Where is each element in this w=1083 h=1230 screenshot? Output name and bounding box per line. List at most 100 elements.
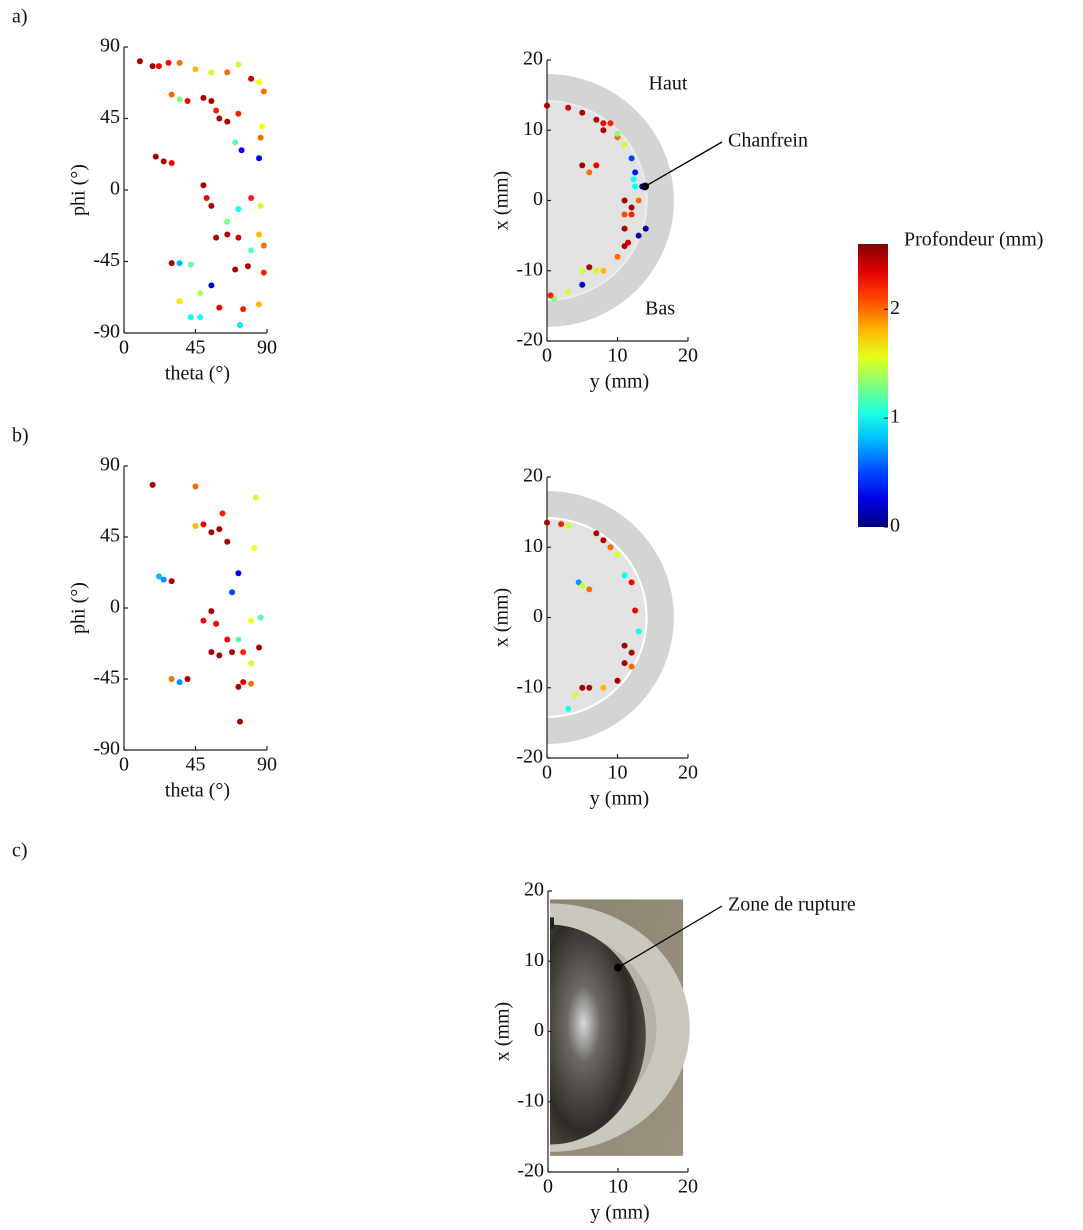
point bbox=[621, 243, 628, 250]
point bbox=[168, 676, 175, 682]
point bbox=[565, 104, 572, 111]
y-axis-label: x (mm) bbox=[491, 171, 513, 230]
panel-label: c) bbox=[12, 840, 28, 862]
panel-label: a) bbox=[12, 6, 28, 28]
point bbox=[593, 530, 600, 537]
point bbox=[248, 617, 255, 624]
point bbox=[260, 88, 267, 95]
point bbox=[216, 304, 223, 311]
annotation-dot bbox=[640, 182, 649, 191]
x-tick-label: 20 bbox=[678, 1176, 698, 1198]
point bbox=[235, 110, 242, 117]
y-tick-label: -10 bbox=[516, 675, 543, 697]
point bbox=[152, 153, 159, 160]
point bbox=[213, 107, 220, 114]
point bbox=[642, 225, 649, 232]
y-axis-label: phi (°) bbox=[68, 582, 90, 634]
y-tick-label: 0 bbox=[534, 1019, 544, 1041]
point bbox=[229, 589, 236, 596]
colorbar-tick-label: 2 bbox=[890, 297, 900, 319]
y-axis-label: x (mm) bbox=[492, 1002, 514, 1061]
x-axis-label: y (mm) bbox=[590, 788, 649, 810]
point bbox=[256, 231, 263, 238]
point bbox=[635, 628, 642, 635]
point bbox=[256, 155, 263, 162]
annotation: Bas bbox=[645, 298, 675, 320]
point bbox=[248, 660, 255, 667]
annotation: Chanfrein bbox=[728, 130, 808, 152]
y-axis-label: phi (°) bbox=[68, 164, 90, 216]
point bbox=[136, 58, 143, 65]
point bbox=[176, 96, 183, 103]
y-tick-label: 10 bbox=[523, 535, 543, 557]
point bbox=[168, 91, 175, 98]
point bbox=[579, 109, 586, 116]
point bbox=[176, 59, 183, 66]
point bbox=[235, 61, 242, 68]
y-tick-label: -20 bbox=[516, 329, 543, 351]
point bbox=[621, 225, 628, 232]
point bbox=[184, 676, 191, 682]
point bbox=[240, 679, 247, 686]
point bbox=[614, 677, 621, 684]
point bbox=[203, 194, 210, 201]
colorbar-label: Profondeur (mm) bbox=[904, 229, 1043, 251]
x-tick-label: 0 bbox=[543, 1176, 553, 1198]
y-axis-label: x (mm) bbox=[491, 588, 513, 647]
point bbox=[155, 63, 162, 70]
point bbox=[208, 282, 215, 289]
x-tick-label: 20 bbox=[678, 345, 698, 367]
point bbox=[232, 139, 239, 146]
point bbox=[259, 123, 266, 130]
point bbox=[224, 118, 231, 125]
point bbox=[558, 521, 565, 528]
x-tick-label: 45 bbox=[186, 337, 206, 359]
point bbox=[238, 147, 245, 154]
point bbox=[168, 260, 175, 267]
point bbox=[635, 197, 642, 204]
point bbox=[579, 162, 586, 169]
point bbox=[579, 281, 586, 288]
point bbox=[236, 322, 243, 329]
x-axis-label: y (mm) bbox=[590, 1202, 649, 1224]
point bbox=[632, 169, 639, 176]
point bbox=[208, 608, 215, 615]
point bbox=[200, 521, 207, 528]
point bbox=[176, 679, 183, 686]
point bbox=[565, 523, 572, 530]
point bbox=[176, 260, 183, 267]
x-axis-label: y (mm) bbox=[590, 371, 649, 393]
y-tick-label: 0 bbox=[110, 596, 120, 618]
photo-mark bbox=[550, 917, 554, 930]
point bbox=[160, 576, 167, 583]
point bbox=[632, 183, 639, 190]
point bbox=[244, 263, 251, 270]
y-tick-label: 45 bbox=[100, 525, 120, 547]
y-tick-label: -45 bbox=[93, 249, 120, 271]
point bbox=[187, 314, 194, 321]
point bbox=[168, 578, 175, 585]
point bbox=[187, 261, 194, 268]
x-tick-label: 10 bbox=[608, 1176, 628, 1198]
point bbox=[149, 481, 156, 488]
x-axis-label: theta (°) bbox=[165, 363, 230, 385]
point bbox=[216, 652, 223, 659]
point bbox=[621, 572, 628, 579]
point bbox=[607, 544, 614, 551]
point bbox=[252, 494, 259, 501]
point bbox=[149, 63, 156, 70]
point bbox=[235, 636, 242, 643]
point bbox=[256, 78, 263, 85]
point bbox=[192, 483, 199, 490]
point bbox=[155, 573, 162, 580]
x-tick-label: 90 bbox=[257, 337, 277, 359]
point bbox=[621, 211, 628, 218]
point bbox=[600, 120, 607, 127]
annotation: Haut bbox=[649, 73, 688, 95]
point bbox=[614, 130, 621, 137]
y-tick-label: 0 bbox=[533, 605, 543, 627]
y-tick-label: 20 bbox=[524, 879, 544, 901]
point bbox=[248, 194, 255, 201]
point bbox=[200, 617, 207, 624]
